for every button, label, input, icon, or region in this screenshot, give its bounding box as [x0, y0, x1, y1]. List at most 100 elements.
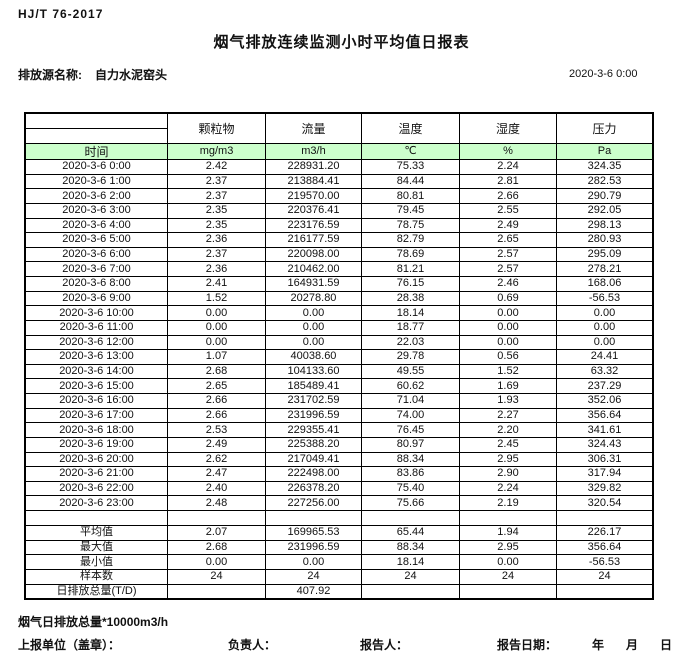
row-time: 2020-3-6 14:00 [26, 364, 167, 379]
column-header-pressure: 压力 [557, 114, 652, 143]
value-cell: 81.21 [362, 262, 459, 276]
unit-humidity: % [460, 144, 556, 159]
value-cell: 2.37 [168, 174, 265, 189]
row-time: 2020-3-6 6:00 [26, 247, 167, 262]
summary-value: 169965.53 [266, 526, 361, 540]
value-cell: 356.64 [557, 408, 652, 423]
value-cell: 2.48 [168, 496, 265, 510]
value-cell: 2.68 [168, 364, 265, 379]
summary-value [168, 584, 265, 599]
value-cell: 0.00 [460, 320, 556, 335]
value-cell: 28.38 [362, 291, 459, 306]
value-cell: 298.13 [557, 218, 652, 233]
value-cell: 290.79 [557, 189, 652, 203]
summary-value: 1.94 [460, 526, 556, 540]
summary-value: 0.00 [266, 555, 361, 569]
value-cell: 2.40 [168, 481, 265, 496]
value-cell: 213884.41 [266, 174, 361, 189]
value-cell: 2.42 [168, 160, 265, 174]
report-datetime: 2020-3-6 0:00 [569, 68, 638, 80]
value-cell: 2.66 [168, 394, 265, 408]
summary-value: 231996.59 [266, 540, 361, 555]
standard-number: HJ/T 76-2017 [18, 7, 104, 21]
row-time: 2020-3-6 19:00 [26, 437, 167, 452]
value-cell: 220098.00 [266, 247, 361, 262]
value-cell: 78.69 [362, 247, 459, 262]
value-cell: 2.46 [460, 277, 556, 291]
value-cell: 219570.00 [266, 189, 361, 203]
value-cell: 210462.00 [266, 262, 361, 276]
report-table: 颗粒物 流量 温度 湿度 压力 时间 mg/m3 m3/h ℃ % Pa 202… [24, 112, 654, 601]
value-cell: 2.49 [460, 218, 556, 233]
value-cell: 88.34 [362, 452, 459, 467]
value-cell: 2.65 [168, 379, 265, 393]
value-cell: 2.24 [460, 160, 556, 174]
value-cell: 329.82 [557, 481, 652, 496]
value-cell: 292.05 [557, 203, 652, 218]
row-time: 2020-3-6 3:00 [26, 203, 167, 218]
value-cell: 2.24 [460, 481, 556, 496]
value-cell: 295.09 [557, 247, 652, 262]
summary-value: -56.53 [557, 555, 652, 569]
unit-temperature: ℃ [362, 144, 459, 159]
value-cell: 2.66 [460, 189, 556, 203]
value-cell: 0.00 [266, 320, 361, 335]
value-cell: 2.95 [460, 452, 556, 467]
footer-note: 烟气日排放总量*10000m3/h [18, 615, 169, 629]
value-cell: 317.94 [557, 467, 652, 481]
value-cell: 217049.41 [266, 452, 361, 467]
value-cell: 49.55 [362, 364, 459, 379]
unit-pressure: Pa [557, 144, 652, 159]
summary-value: 407.92 [266, 584, 361, 599]
value-cell: 80.97 [362, 437, 459, 452]
summary-label: 样本数 [26, 569, 167, 584]
unit-particulate: mg/m3 [168, 144, 265, 159]
column-header-humidity: 湿度 [460, 114, 556, 143]
row-time: 2020-3-6 21:00 [26, 467, 167, 481]
value-cell: 228931.20 [266, 160, 361, 174]
summary-value: 0.00 [460, 555, 556, 569]
corner-cell-top [26, 114, 167, 128]
value-cell: 76.15 [362, 277, 459, 291]
value-cell: 74.00 [362, 408, 459, 423]
row-time: 2020-3-6 17:00 [26, 408, 167, 423]
row-time: 2020-3-6 2:00 [26, 189, 167, 203]
value-cell: 0.00 [460, 335, 556, 350]
value-cell: 82.79 [362, 233, 459, 247]
corner-cell-bottom [26, 129, 167, 143]
value-cell: 0.00 [266, 306, 361, 320]
year-label: 年 [592, 638, 605, 652]
summary-value: 24 [168, 569, 265, 584]
column-header-temperature: 温度 [362, 114, 459, 143]
summary-value [362, 584, 459, 599]
spacer-cell [168, 511, 265, 525]
value-cell: 324.43 [557, 437, 652, 452]
value-cell: 76.45 [362, 423, 459, 437]
value-cell: 75.40 [362, 481, 459, 496]
value-cell: 0.00 [168, 306, 265, 320]
value-cell: 79.45 [362, 203, 459, 218]
value-cell: 2.19 [460, 496, 556, 510]
value-cell: 2.45 [460, 437, 556, 452]
value-cell: 0.00 [266, 335, 361, 350]
time-header: 时间 [26, 144, 167, 159]
summary-value: 18.14 [362, 555, 459, 569]
value-cell: 40038.60 [266, 350, 361, 364]
summary-value: 2.95 [460, 540, 556, 555]
row-time: 2020-3-6 1:00 [26, 174, 167, 189]
value-cell: 2.35 [168, 218, 265, 233]
value-cell: 278.21 [557, 262, 652, 276]
value-cell: 2.37 [168, 189, 265, 203]
spacer-cell [460, 511, 556, 525]
summary-value: 226.17 [557, 526, 652, 540]
value-cell: 282.53 [557, 174, 652, 189]
day-label: 日 [660, 638, 673, 652]
value-cell: 341.61 [557, 423, 652, 437]
value-cell: 20278.80 [266, 291, 361, 306]
value-cell: 2.20 [460, 423, 556, 437]
value-cell: 352.06 [557, 394, 652, 408]
row-time: 2020-3-6 5:00 [26, 233, 167, 247]
value-cell: 0.00 [460, 306, 556, 320]
value-cell: 306.31 [557, 452, 652, 467]
